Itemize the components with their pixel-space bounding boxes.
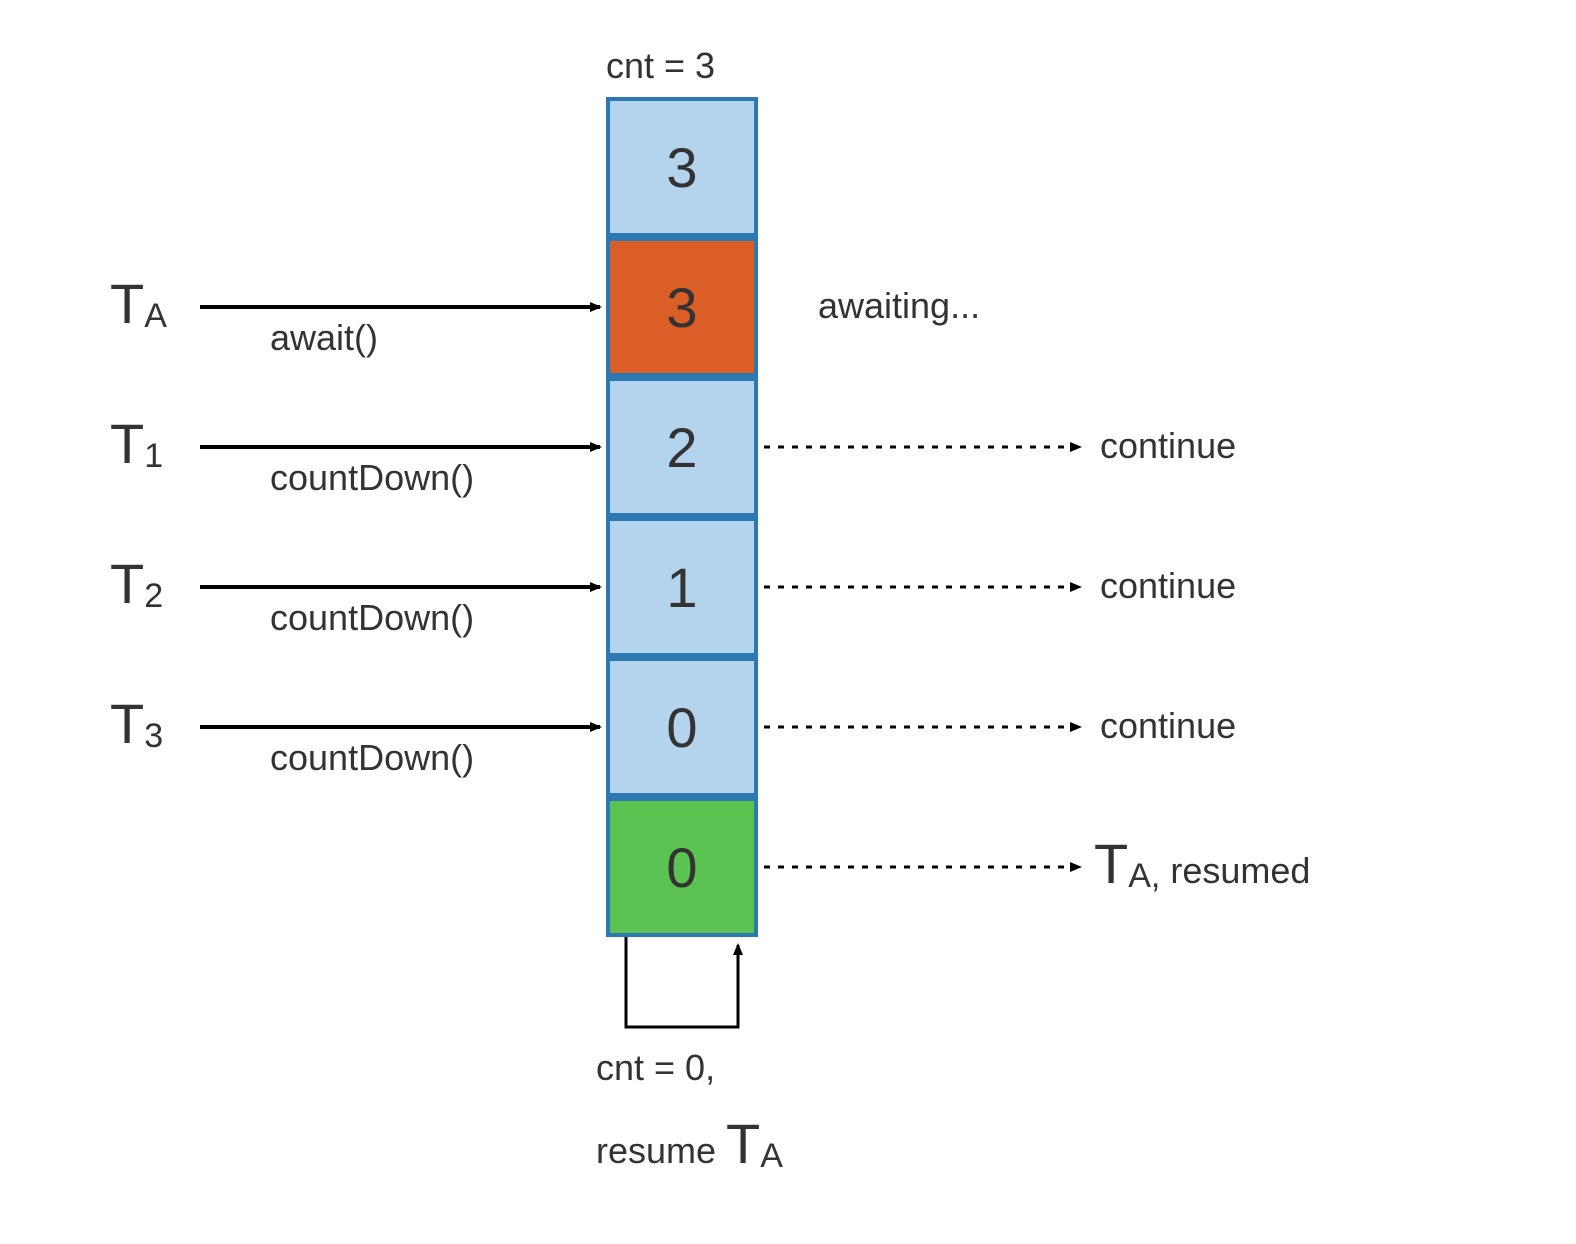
loop-arrow — [626, 937, 738, 1027]
